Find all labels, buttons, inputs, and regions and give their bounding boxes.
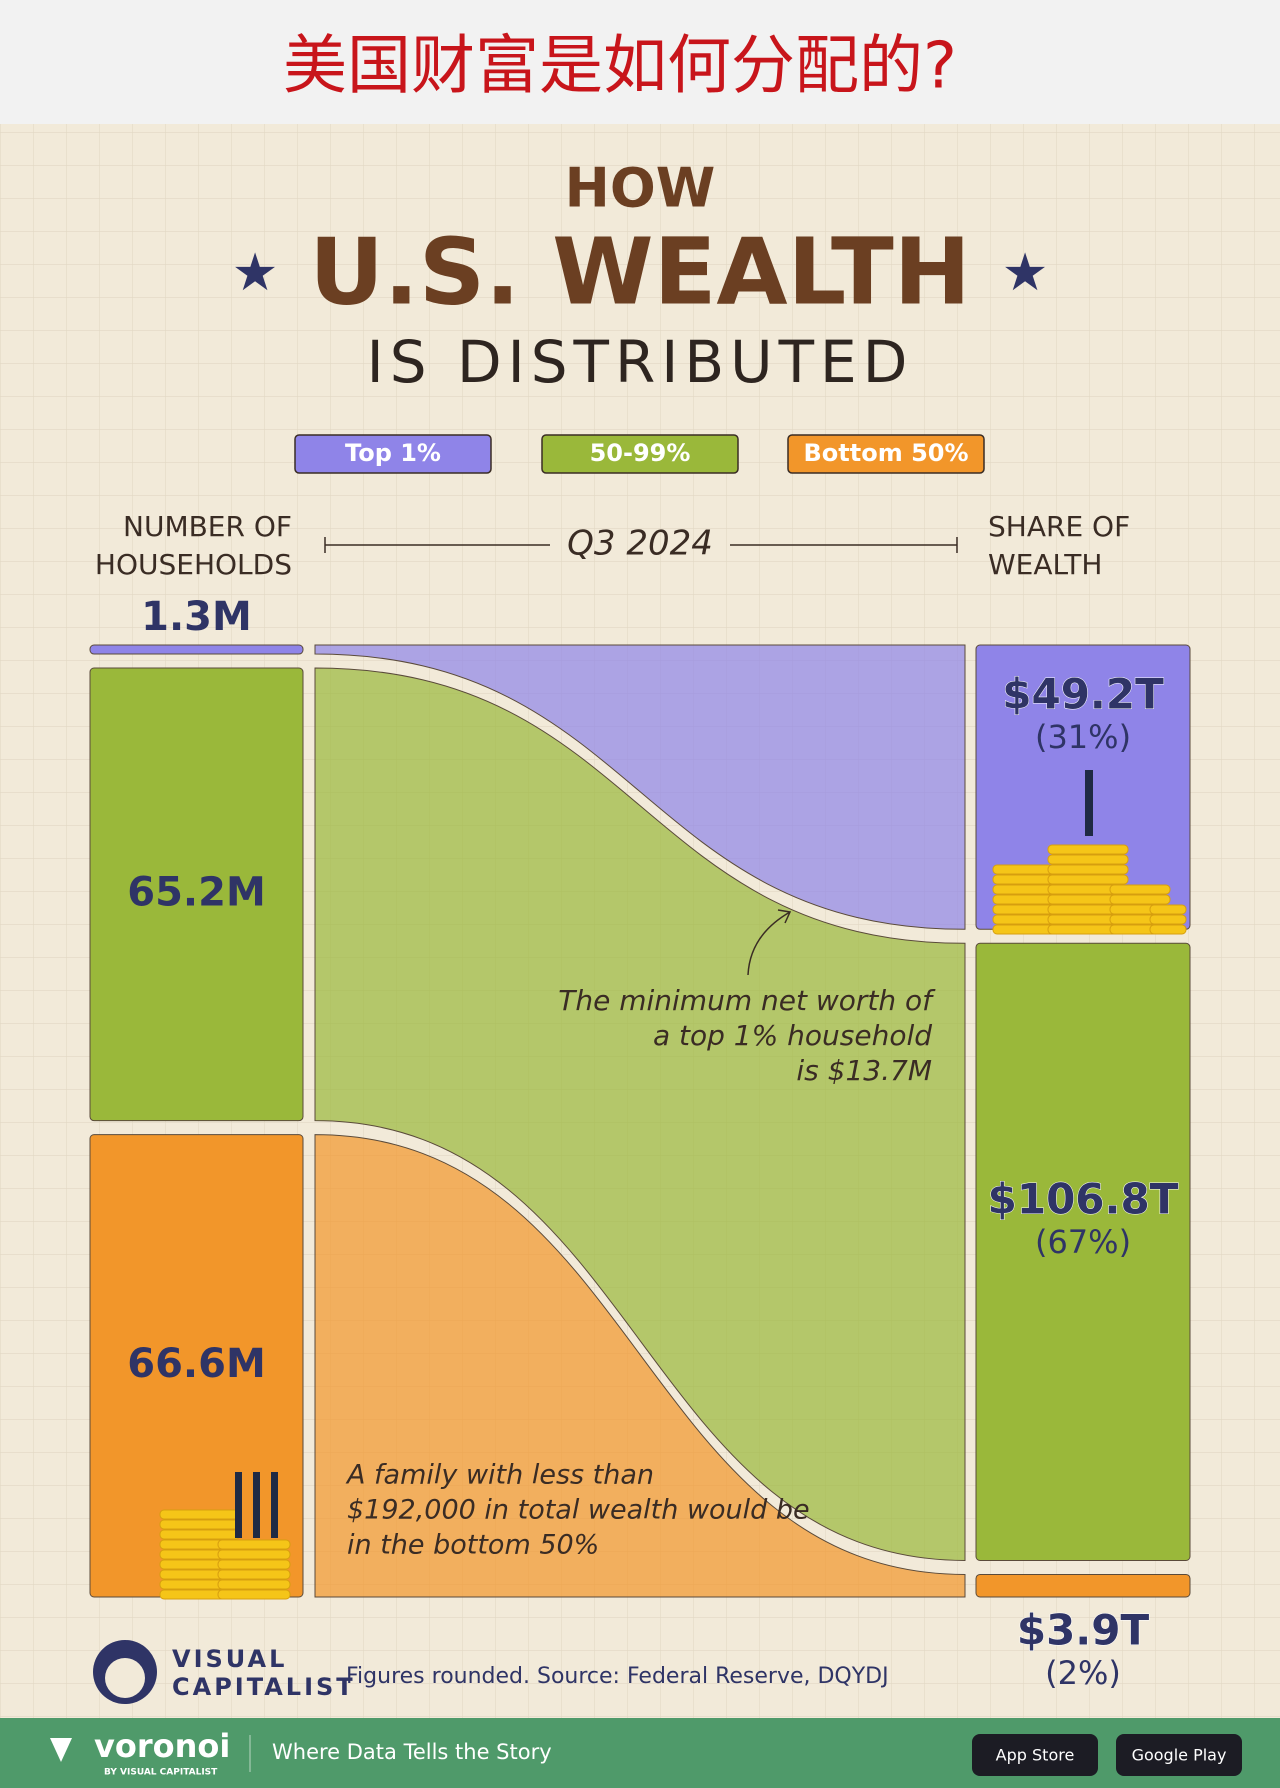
annotation-arrowhead xyxy=(777,909,792,924)
footer-logo-sub: BY VISUAL CAPITALIST xyxy=(104,1768,218,1778)
annotation: A family with less than xyxy=(345,1460,654,1491)
brand: VISUAL xyxy=(172,1645,287,1673)
coin-stack xyxy=(217,1549,291,1560)
coin-stack xyxy=(1149,924,1187,935)
annotation: is $13.7M xyxy=(796,1054,932,1087)
footer-icon xyxy=(50,1738,72,1762)
coin-stack xyxy=(217,1559,291,1570)
coin-stack xyxy=(1149,904,1187,915)
figure xyxy=(271,1472,278,1538)
wealth-label: $49.2T xyxy=(1002,670,1164,719)
flow xyxy=(314,1134,966,1598)
households-bar xyxy=(89,667,304,1122)
coin-stack xyxy=(1109,894,1171,905)
title-line: IS DISTRIBUTED xyxy=(367,328,914,396)
app-button-label[interactable]: App Store xyxy=(996,1746,1075,1765)
footer-tagline: Where Data Tells the Story xyxy=(272,1740,552,1764)
banner-title: 美国财富是如何分配的? xyxy=(283,30,957,104)
figure xyxy=(235,1472,242,1538)
share-label: (31%) xyxy=(1035,718,1131,756)
left-axis-label: HOUSEHOLDS xyxy=(95,548,292,581)
households-label: 65.2M xyxy=(127,869,266,915)
wealth-bar xyxy=(975,942,1191,1561)
households-bar xyxy=(89,644,304,655)
annotation: The minimum net worth of xyxy=(558,984,936,1017)
coin-stack xyxy=(1149,914,1187,925)
share-label: (67%) xyxy=(1035,1223,1131,1261)
legend-label: Top 1% xyxy=(345,439,441,467)
title-line: U.S. WEALTH xyxy=(309,218,971,325)
title-line: HOW xyxy=(565,157,716,220)
star: ★ xyxy=(1002,243,1049,303)
coin-stack xyxy=(159,1529,241,1540)
period: Q3 2024 xyxy=(567,524,713,564)
flow xyxy=(314,644,966,930)
wealth-label: $106.8T xyxy=(988,1174,1179,1223)
legend-swatch xyxy=(787,434,985,474)
right-axis-label: WEALTH xyxy=(988,548,1102,581)
coin-stack xyxy=(159,1519,241,1530)
left-axis-label: NUMBER OF xyxy=(123,510,292,543)
share-label: (2%) xyxy=(1045,1654,1121,1692)
app-button[interactable] xyxy=(1116,1734,1242,1776)
coin-stack xyxy=(159,1509,241,1520)
figure xyxy=(253,1472,260,1538)
banner xyxy=(0,0,1280,124)
flow xyxy=(314,667,966,1561)
coin-stack xyxy=(217,1539,291,1550)
brand-logo: VISUAL CAPITALIST xyxy=(93,1640,356,1704)
brand: CAPITALIST xyxy=(172,1673,356,1701)
annotation: a top 1% household xyxy=(653,1019,932,1052)
coin-stack xyxy=(1047,844,1129,855)
coin-stack xyxy=(1047,864,1129,875)
annotation-arrow xyxy=(747,911,791,976)
right-axis-label: SHARE OF xyxy=(988,510,1130,543)
app-button-label[interactable]: Google Play xyxy=(1132,1746,1227,1765)
footer-logo: voronoi xyxy=(94,1727,230,1765)
coin-stack xyxy=(217,1569,291,1580)
legend-swatch xyxy=(294,434,492,474)
wealth-label: $3.9T xyxy=(1017,1606,1150,1655)
star: ★ xyxy=(232,243,279,303)
annotation: $192,000 in total wealth would be xyxy=(347,1495,810,1526)
coin-stack xyxy=(1047,874,1129,885)
coin-stack xyxy=(1109,884,1171,895)
wealth-bar xyxy=(975,1573,1191,1598)
source: Figures rounded. Source: Federal Reserve… xyxy=(346,1664,889,1689)
coin-stack xyxy=(217,1579,291,1590)
legend-label: 50-99% xyxy=(590,439,691,467)
coin-stack xyxy=(1047,854,1129,865)
households-label: 1.3M xyxy=(141,594,252,640)
legend-label: Bottom 50% xyxy=(803,439,968,467)
coin-stack xyxy=(217,1589,291,1600)
legend-swatch xyxy=(541,434,739,474)
app-button[interactable] xyxy=(972,1734,1098,1776)
figure xyxy=(1085,770,1093,836)
annotation: in the bottom 50% xyxy=(347,1530,599,1561)
households-label: 66.6M xyxy=(127,1341,266,1387)
